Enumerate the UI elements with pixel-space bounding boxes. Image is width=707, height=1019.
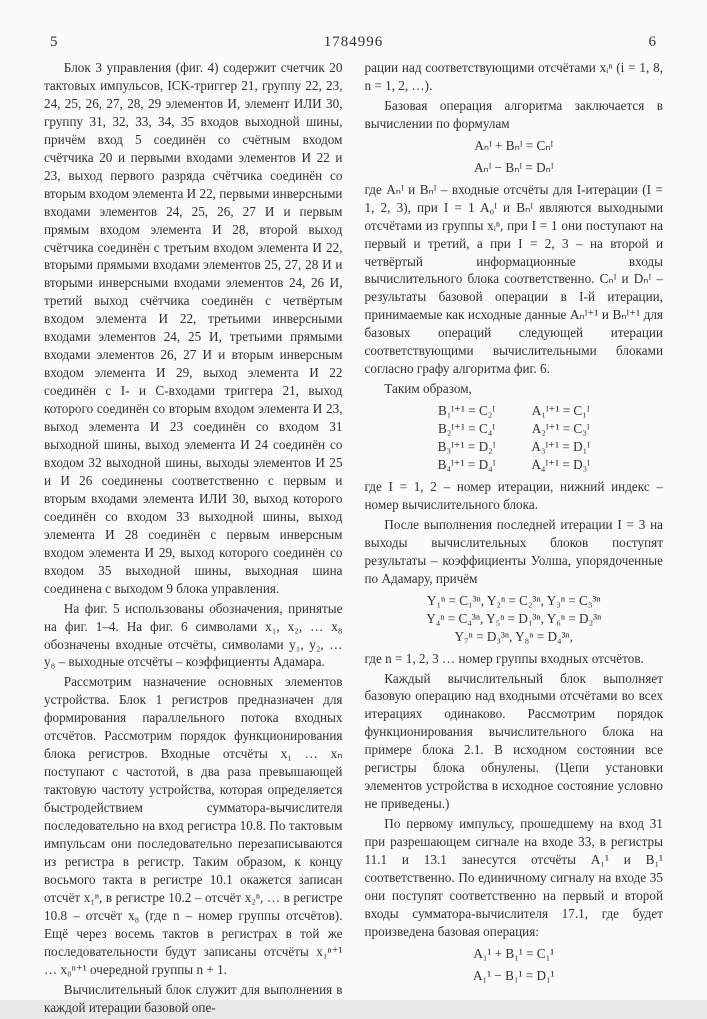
eq-cell: A₃ᴵ⁺¹ = D₁ᴵ	[531, 438, 589, 456]
para: Рассмотрим назначение основных элементов…	[44, 673, 343, 978]
para: где I = 1, 2 – номер итерации, нижний ин…	[365, 478, 664, 514]
eq-col: B₁ᴵ⁺¹ = C₂ᴵ B₂ᴵ⁺¹ = C₄ᴵ B₃ᴵ⁺¹ = D₂ᴵ B₄ᴵ⁺…	[438, 402, 496, 474]
eq-row: Y₇ⁿ = D₃³ⁿ, Y₈ⁿ = D₄³ⁿ,	[365, 628, 664, 646]
patent-number: 1784996	[324, 34, 384, 51]
equation-table: B₁ᴵ⁺¹ = C₂ᴵ B₂ᴵ⁺¹ = C₄ᴵ B₃ᴵ⁺¹ = D₂ᴵ B₄ᴵ⁺…	[365, 402, 664, 474]
para: На фиг. 5 использованы обозначения, прин…	[44, 600, 343, 672]
column-left: Блок 3 управления (фиг. 4) содержит счет…	[44, 59, 343, 1019]
para: рации над соответствующими отсчётами xᵢⁿ…	[365, 59, 664, 95]
column-right: рации над соответствующими отсчётами xᵢⁿ…	[365, 59, 664, 1019]
page-num-left: 5	[50, 34, 59, 51]
patent-page: 5 1784996 6 Блок 3 управления (фиг. 4) с…	[0, 0, 707, 1000]
para: Базовая операция алгоритма заключается в…	[365, 97, 664, 133]
eq-cell: A₁ᴵ⁺¹ = C₁ᴵ	[531, 402, 589, 420]
para: где n = 1, 2, 3 … номер группы входных о…	[365, 650, 664, 668]
para: Каждый вычислительный блок выполняет баз…	[365, 670, 664, 814]
equation-table: Y₁ⁿ = C₁³ⁿ, Y₂ⁿ = C₂³ⁿ, Y₃ⁿ = C₃³ⁿ Y₄ⁿ =…	[365, 592, 664, 646]
page-num-right: 6	[649, 34, 658, 51]
eq-cell: B₄ᴵ⁺¹ = D₄ᴵ	[438, 456, 496, 474]
equation: Aₙᴵ + Bₙᴵ = Cₙᴵ	[365, 137, 664, 155]
eq-row: Y₄ⁿ = C₄³ⁿ, Y₅ⁿ = D₁³ⁿ, Y₆ⁿ = D₂³ⁿ	[365, 610, 664, 628]
text-columns: Блок 3 управления (фиг. 4) содержит счет…	[44, 59, 663, 1019]
eq-col: A₁ᴵ⁺¹ = C₁ᴵ A₂ᴵ⁺¹ = C₃ᴵ A₃ᴵ⁺¹ = D₁ᴵ A₄ᴵ⁺…	[531, 402, 589, 474]
para: Блок 3 управления (фиг. 4) содержит счет…	[44, 59, 343, 598]
para: где Aₙᴵ и Bₙᴵ – входные отсчёты для I-ит…	[365, 181, 664, 378]
para: Таким образом,	[365, 380, 664, 398]
eq-row: Y₁ⁿ = C₁³ⁿ, Y₂ⁿ = C₂³ⁿ, Y₃ⁿ = C₃³ⁿ	[365, 592, 664, 610]
eq-cell: A₄ᴵ⁺¹ = D₃ᴵ	[531, 456, 589, 474]
eq-cell: B₁ᴵ⁺¹ = C₂ᴵ	[438, 402, 496, 420]
eq-cell: B₂ᴵ⁺¹ = C₄ᴵ	[438, 420, 496, 438]
para: Вычислительный блок служит для выполнени…	[44, 981, 343, 1017]
para: После выполнения последней итерации I = …	[365, 516, 664, 588]
equation: Aₙᴵ − Bₙᴵ = Dₙᴵ	[365, 159, 664, 177]
page-header: 5 1784996 6	[44, 34, 663, 51]
equation: A₁¹ − B₁¹ = D₁¹	[365, 967, 664, 985]
eq-cell: A₂ᴵ⁺¹ = C₃ᴵ	[531, 420, 589, 438]
equation: A₁¹ + B₁¹ = C₁¹	[365, 945, 664, 963]
eq-cell: B₃ᴵ⁺¹ = D₂ᴵ	[438, 438, 496, 456]
para: По первому импульсу, прошедшему на вход …	[365, 815, 664, 941]
